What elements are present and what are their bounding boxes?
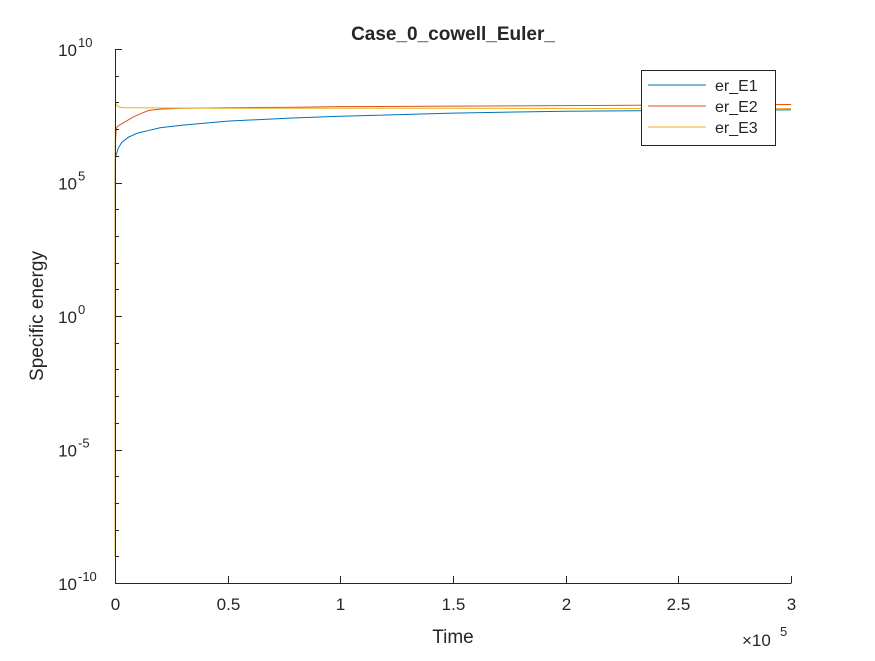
legend-box <box>641 70 776 146</box>
legend-label: er_E3 <box>715 120 758 137</box>
x-tick-label: 2.5 <box>667 595 691 614</box>
y-tick-label-exponent: 5 <box>78 169 85 184</box>
x-axis-label: Time <box>432 627 474 648</box>
x-tick-label: 0 <box>111 595 120 614</box>
x-tick-label: 2 <box>562 595 571 614</box>
y-tick-label-base: 10 <box>58 175 77 194</box>
y-tick-label-base: 10 <box>58 308 77 327</box>
y-tick-label-base: 10 <box>58 41 77 60</box>
y-tick-label-exponent: -5 <box>78 436 90 451</box>
x-tick-label: 3 <box>787 595 796 614</box>
x-tick-label: 1.5 <box>442 595 466 614</box>
x-multiplier-base: ×10 <box>742 631 771 650</box>
y-tick-label-exponent: -10 <box>78 569 97 584</box>
x-tick-label: 0.5 <box>217 595 241 614</box>
x-multiplier-exponent: 5 <box>780 624 787 639</box>
y-tick-label-exponent: 0 <box>78 302 85 317</box>
x-multiplier: ×10 5 <box>742 624 787 650</box>
legend: er_E1 er_E2 er_E3 <box>641 70 776 146</box>
x-tick-label: 1 <box>336 595 345 614</box>
chart-title: Case_0_cowell_Euler_ <box>351 24 555 45</box>
y-tick-label-base: 10 <box>58 575 77 594</box>
legend-label: er_E1 <box>715 78 758 95</box>
x-ticks: 0 0.5 1 1.5 2 2.5 3 <box>111 576 796 614</box>
y-axis-label: Specific energy <box>27 251 48 381</box>
y-tick-label-base: 10 <box>58 442 77 461</box>
y-tick-label-exponent: 10 <box>78 35 92 50</box>
legend-label: er_E2 <box>715 99 758 116</box>
